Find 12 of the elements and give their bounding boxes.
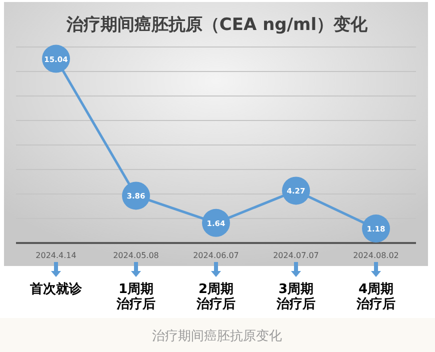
text: 治疗期间癌胚抗原变化 — [152, 329, 282, 344]
x-tick-label: 2024.07.07 — [273, 251, 319, 260]
x-tick-label: 2024.4.14 — [36, 251, 76, 260]
text: 1周期治疗后 — [116, 282, 156, 312]
chart-title: 治疗期间癌胚抗原（CEA ng/ml）变化 — [65, 15, 369, 35]
x-tick-label: 2024.06.07 — [193, 251, 239, 260]
x-tick-label: 2024.08.02 — [353, 251, 399, 260]
text: 3周期治疗后 — [276, 282, 316, 312]
x-tick-label: 2024.05.08 — [113, 251, 159, 260]
text: 4周期治疗后 — [356, 282, 396, 312]
text: 首次就诊 — [29, 281, 83, 297]
text: 2周期治疗后 — [196, 282, 236, 312]
